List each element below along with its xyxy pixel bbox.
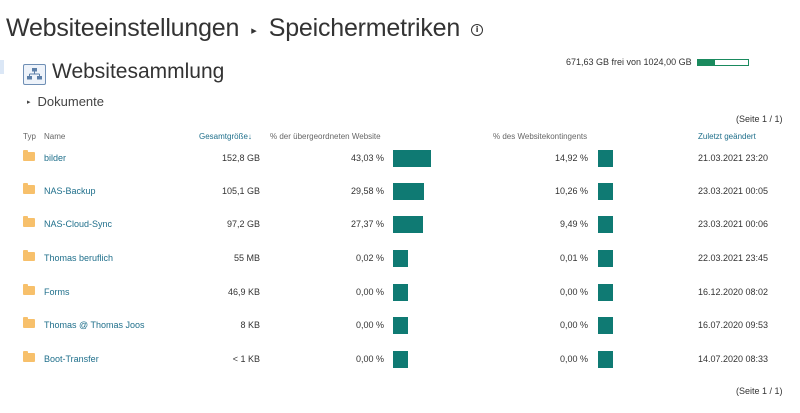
table-row: NAS-Backup 105,1 GB 29,58 % 10,26 % 23.03.20…	[0, 181, 800, 201]
pct-parent-bar	[393, 250, 408, 267]
quota-bar-fill	[697, 59, 715, 65]
folder-path-label[interactable]: Dokumente	[37, 94, 104, 109]
row-modified: 16.07.2020 09:53	[698, 320, 769, 330]
folder-icon	[23, 216, 35, 227]
pager-top: (Seite 1 / 1)	[736, 114, 783, 124]
row-name-link[interactable]: Boot-Transfer	[44, 354, 99, 364]
row-size: < 1 KB	[232, 354, 260, 364]
column-pct-parent: % der übergeordneten Website	[270, 132, 381, 141]
table-row: Forms 46,9 KB 0,00 % 0,00 % 16.12.2020 08:02	[0, 282, 800, 302]
row-size: 55 MB	[233, 253, 260, 263]
row-pct-quota: 10,26 %	[554, 186, 588, 196]
column-pct-quota: % des Websitekontingents	[493, 132, 588, 141]
row-size: 97,2 GB	[226, 219, 260, 229]
storage-quota: 671,63 GB frei von 1024,00 GB	[566, 57, 749, 67]
row-modified: 16.12.2020 08:02	[698, 287, 769, 297]
pct-parent-bar	[393, 183, 424, 200]
breadcrumb-site-settings[interactable]: Websiteeinstellungen	[6, 13, 240, 42]
collection-title: Websitesammlung	[52, 60, 225, 83]
folder-icon	[23, 284, 35, 295]
folder-icon	[23, 183, 35, 194]
column-size[interactable]: Gesamtgröße↓	[199, 132, 252, 141]
pct-quota-bar	[598, 150, 613, 167]
folder-path[interactable]: ▸ Dokumente	[27, 94, 104, 109]
pct-quota-bar	[598, 250, 613, 267]
table-row: bilder 152,8 GB 43,03 % 14,92 % 21.03.2021 2…	[0, 148, 800, 168]
row-pct-parent: 0,00 %	[355, 320, 384, 330]
pager-bottom: (Seite 1 / 1)	[736, 386, 783, 396]
row-modified: 21.03.2021 23:20	[698, 153, 769, 163]
expand-arrow-icon[interactable]: ▸	[27, 98, 31, 106]
folder-icon	[23, 250, 35, 261]
pct-quota-bar	[598, 284, 613, 301]
pct-parent-bar	[393, 284, 408, 301]
row-name-link[interactable]: NAS-Backup	[44, 186, 96, 196]
row-pct-parent: 43,03 %	[350, 153, 384, 163]
pct-quota-bar	[598, 216, 613, 233]
row-pct-parent: 0,00 %	[355, 354, 384, 364]
row-pct-parent: 27,37 %	[350, 219, 384, 229]
table-row: Boot-Transfer < 1 KB 0,00 % 0,00 % 14.07.202…	[0, 349, 800, 369]
row-modified: 14.07.2020 08:33	[698, 354, 769, 364]
pct-quota-bar	[598, 351, 613, 368]
table-row: Thomas @ Thomas Joos 8 KB 0,00 % 0,00 % 16.0…	[0, 315, 800, 335]
row-pct-parent: 29,58 %	[350, 186, 384, 196]
row-pct-quota: 0,00 %	[559, 287, 588, 297]
row-name-link[interactable]: Thomas beruflich	[44, 253, 114, 263]
row-modified: 23.03.2021 00:06	[698, 219, 769, 229]
left-edge-decoration	[0, 60, 4, 74]
table-row: NAS-Cloud-Sync 97,2 GB 27,37 % 9,49 % 23.03.…	[0, 214, 800, 234]
folder-icon	[23, 351, 35, 362]
row-pct-parent: 0,00 %	[355, 287, 384, 297]
folder-icon	[23, 150, 35, 161]
row-size: 8 KB	[240, 320, 260, 330]
breadcrumb-storage-metrics: Speichermetriken	[268, 13, 461, 42]
column-name[interactable]: Name	[44, 132, 66, 141]
pct-parent-bar	[393, 351, 408, 368]
row-size: 152,8 GB	[221, 153, 260, 163]
row-size: 105,1 GB	[221, 186, 260, 196]
row-modified: 23.03.2021 00:05	[698, 186, 769, 196]
row-size: 46,9 KB	[227, 287, 260, 297]
info-icon[interactable]: i	[471, 24, 484, 36]
row-pct-quota: 0,01 %	[559, 253, 588, 263]
quota-text: 671,63 GB frei von 1024,00 GB	[566, 57, 692, 67]
row-name-link[interactable]: Forms	[44, 287, 70, 297]
row-pct-quota: 0,00 %	[559, 354, 588, 364]
folder-icon	[23, 317, 35, 328]
row-pct-quota: 14,92 %	[554, 153, 588, 163]
pct-quota-bar	[598, 317, 613, 334]
row-modified: 22.03.2021 23:45	[698, 253, 769, 263]
site-collection-icon	[23, 64, 46, 85]
pct-quota-bar	[598, 183, 613, 200]
pct-parent-bar	[393, 317, 408, 334]
pct-parent-bar	[393, 216, 423, 233]
row-pct-quota: 9,49 %	[559, 219, 588, 229]
pct-parent-bar	[393, 150, 431, 167]
row-pct-quota: 0,00 %	[559, 320, 588, 330]
column-type: Typ	[23, 132, 36, 141]
breadcrumb-separator-icon: ▸	[251, 24, 257, 37]
row-name-link[interactable]: Thomas @ Thomas Joos	[44, 320, 145, 330]
table-row: Thomas beruflich 55 MB 0,02 % 0,01 % 22.03.2…	[0, 248, 800, 268]
quota-bar	[696, 58, 749, 66]
row-name-link[interactable]: NAS-Cloud-Sync	[44, 219, 113, 229]
row-pct-parent: 0,02 %	[355, 253, 384, 263]
row-name-link[interactable]: bilder	[44, 153, 67, 163]
column-modified[interactable]: Zuletzt geändert	[698, 132, 756, 141]
page-title: Websiteeinstellungen ▸ Speichermetriken …	[6, 8, 484, 48]
